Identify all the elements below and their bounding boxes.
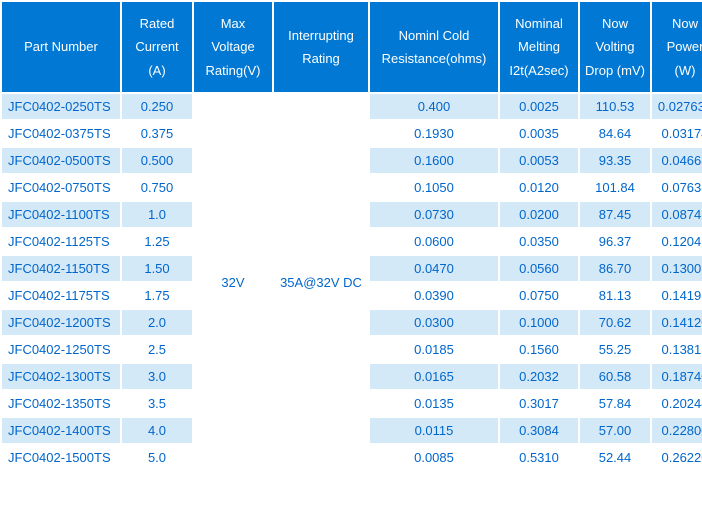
cell-power: 0.13005 [652, 256, 702, 281]
col-interrupting: Interrupting Rating [274, 2, 368, 92]
cell-power: 0.14120 [652, 310, 702, 335]
cell-max-voltage: 32V [194, 94, 272, 470]
cell-voltage-drop: 60.58 [580, 364, 650, 389]
cell-nominal-cold-resistance: 0.0135 [370, 391, 498, 416]
cell-part-number: JFC0402-1100TS [2, 202, 120, 227]
fuse-spec-table: Part Number Rated Current (A) Max Voltag… [0, 0, 702, 472]
col-nominal-melting-i2t: Nominal Melting I2t(A2sec) [500, 2, 578, 92]
cell-nominal-cold-resistance: 0.1600 [370, 148, 498, 173]
cell-rated-current: 5.0 [122, 445, 192, 470]
cell-nominal-melting-i2t: 0.0200 [500, 202, 578, 227]
cell-part-number: JFC0402-1500TS [2, 445, 120, 470]
cell-voltage-drop: 87.45 [580, 202, 650, 227]
cell-nominal-cold-resistance: 0.0470 [370, 256, 498, 281]
cell-voltage-drop: 57.84 [580, 391, 650, 416]
cell-nominal-cold-resistance: 0.1050 [370, 175, 498, 200]
cell-nominal-melting-i2t: 0.5310 [500, 445, 578, 470]
cell-voltage-drop: 52.44 [580, 445, 650, 470]
cell-voltage-drop: 55.25 [580, 337, 650, 362]
cell-nominal-cold-resistance: 0.0600 [370, 229, 498, 254]
cell-part-number: JFC0402-0500TS [2, 148, 120, 173]
cell-nominal-cold-resistance: 0.0165 [370, 364, 498, 389]
cell-rated-current: 2.5 [122, 337, 192, 362]
cell-power: 0.027635 [652, 94, 702, 119]
cell-nominal-melting-i2t: 0.0750 [500, 283, 578, 308]
col-voltage-drop: Now Volting Drop (mV) [580, 2, 650, 92]
cell-voltage-drop: 101.84 [580, 175, 650, 200]
cell-part-number: JFC0402-1300TS [2, 364, 120, 389]
cell-nominal-cold-resistance: 0.0730 [370, 202, 498, 227]
cell-part-number: JFC0402-0750TS [2, 175, 120, 200]
cell-nominal-cold-resistance: 0.1930 [370, 121, 498, 146]
cell-power: 0.22800 [652, 418, 702, 443]
cell-nominal-melting-i2t: 0.1560 [500, 337, 578, 362]
cell-part-number: JFC0402-1350TS [2, 391, 120, 416]
cell-nominal-cold-resistance: 0.0185 [370, 337, 498, 362]
cell-voltage-drop: 81.13 [580, 283, 650, 308]
col-max-voltage: Max Voltage Rating(V) [194, 2, 272, 92]
cell-interrupting-rating: 35A@32V DC [274, 94, 368, 470]
cell-rated-current: 3.5 [122, 391, 192, 416]
col-power: Now Power (W) [652, 2, 702, 92]
cell-part-number: JFC0402-1200TS [2, 310, 120, 335]
cell-power: 0.13813 [652, 337, 702, 362]
cell-nominal-melting-i2t: 0.3084 [500, 418, 578, 443]
cell-rated-current: 0.750 [122, 175, 192, 200]
cell-part-number: JFC0402-0250TS [2, 94, 120, 119]
cell-part-number: JFC0402-1175TS [2, 283, 120, 308]
cell-nominal-melting-i2t: 0.2032 [500, 364, 578, 389]
cell-rated-current: 0.500 [122, 148, 192, 173]
cell-nominal-cold-resistance: 0.0085 [370, 445, 498, 470]
cell-voltage-drop: 93.35 [580, 148, 650, 173]
cell-power: 0.26220 [652, 445, 702, 470]
cell-rated-current: 3.0 [122, 364, 192, 389]
cell-voltage-drop: 84.64 [580, 121, 650, 146]
col-nominal-cold-resistance: Nominl Cold Resistance(ohms) [370, 2, 498, 92]
cell-nominal-cold-resistance: 0.0115 [370, 418, 498, 443]
cell-power: 0.04668 [652, 148, 702, 173]
cell-nominal-melting-i2t: 0.0120 [500, 175, 578, 200]
cell-part-number: JFC0402-0375TS [2, 121, 120, 146]
cell-power: 0.20244 [652, 391, 702, 416]
cell-rated-current: 1.25 [122, 229, 192, 254]
cell-rated-current: 0.250 [122, 94, 192, 119]
cell-voltage-drop: 110.53 [580, 94, 650, 119]
cell-rated-current: 1.0 [122, 202, 192, 227]
cell-rated-current: 2.0 [122, 310, 192, 335]
cell-nominal-melting-i2t: 0.0560 [500, 256, 578, 281]
col-part-number: Part Number [2, 2, 120, 92]
cell-voltage-drop: 70.62 [580, 310, 650, 335]
cell-nominal-melting-i2t: 0.0025 [500, 94, 578, 119]
cell-power: 0.07638 [652, 175, 702, 200]
cell-power: 0.12046 [652, 229, 702, 254]
cell-rated-current: 1.75 [122, 283, 192, 308]
cell-power: 0.14198 [652, 283, 702, 308]
table-row: JFC0402-0250TS0.25032V35A@32V DC0.4000.0… [2, 94, 702, 119]
header-row: Part Number Rated Current (A) Max Voltag… [2, 2, 702, 92]
cell-rated-current: 0.375 [122, 121, 192, 146]
cell-nominal-melting-i2t: 0.1000 [500, 310, 578, 335]
col-rated-current: Rated Current (A) [122, 2, 192, 92]
cell-voltage-drop: 86.70 [580, 256, 650, 281]
cell-rated-current: 4.0 [122, 418, 192, 443]
table-body: JFC0402-0250TS0.25032V35A@32V DC0.4000.0… [2, 94, 702, 470]
cell-part-number: JFC0402-1250TS [2, 337, 120, 362]
cell-part-number: JFC0402-1150TS [2, 256, 120, 281]
cell-nominal-cold-resistance: 0.400 [370, 94, 498, 119]
cell-nominal-melting-i2t: 0.0350 [500, 229, 578, 254]
cell-power: 0.03174 [652, 121, 702, 146]
cell-nominal-cold-resistance: 0.0390 [370, 283, 498, 308]
cell-power: 0.08745 [652, 202, 702, 227]
cell-nominal-melting-i2t: 0.0053 [500, 148, 578, 173]
cell-nominal-melting-i2t: 0.3017 [500, 391, 578, 416]
cell-part-number: JFC0402-1125TS [2, 229, 120, 254]
cell-rated-current: 1.50 [122, 256, 192, 281]
cell-part-number: JFC0402-1400TS [2, 418, 120, 443]
cell-nominal-cold-resistance: 0.0300 [370, 310, 498, 335]
cell-power: 0.18740 [652, 364, 702, 389]
cell-voltage-drop: 96.37 [580, 229, 650, 254]
cell-voltage-drop: 57.00 [580, 418, 650, 443]
cell-nominal-melting-i2t: 0.0035 [500, 121, 578, 146]
